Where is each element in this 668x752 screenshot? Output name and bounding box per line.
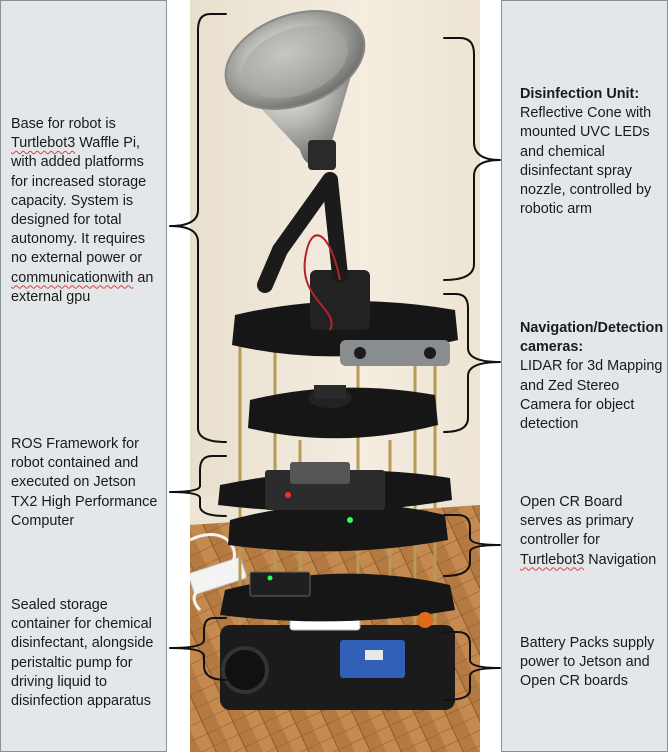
zed-stereo-camera [340, 340, 450, 366]
arm-wires [303, 234, 341, 331]
opencr-annotation: Open CR Board serves as primary controll… [520, 493, 666, 570]
robot-illustration [190, 0, 480, 752]
storage-annotation: Sealed storage container for chemical di… [11, 597, 154, 710]
base-highlight-2: communicationwith [11, 269, 134, 286]
opencr-board [249, 571, 311, 597]
white-cable [190, 533, 236, 612]
disinfection-text: Reflective Cone with mounted UVC LEDs an… [520, 105, 652, 218]
robot-photo [190, 0, 480, 752]
opencr-highlight: Turtlebot3 [520, 551, 585, 568]
battery-annotation: Battery Packs supply power to Jetson and… [520, 635, 655, 690]
base-text-start: Base for robot is [11, 116, 116, 132]
navigation-annotation: Navigation/Detection cameras: LIDAR for 3… [520, 319, 666, 434]
ros-annotation: ROS Framework for robot contained and ex… [11, 436, 158, 529]
navigation-title: Navigation/Detection cameras: [520, 320, 664, 356]
jetson-heatsink [290, 462, 350, 484]
right-annotation-panel: Disinfection Unit: Reflective Cone with m… [501, 0, 668, 752]
opencr-text-start: Open CR Board serves as primary controll… [520, 494, 634, 549]
reflective-cone [224, 10, 366, 170]
navigation-text: LIDAR for 3d Mapping and Zed Stereo Came… [520, 358, 663, 433]
wheel [221, 646, 269, 694]
robotic-arm [257, 172, 348, 293]
base-text-middle: Waffle Pi, with added platforms for incr… [11, 135, 147, 267]
opencr-text-end: Navigation [584, 551, 657, 568]
base-text-end: an external gpu [11, 269, 154, 305]
base-highlight: Turtlebot3 [11, 135, 76, 152]
arm-base [310, 270, 370, 330]
disinfection-annotation: Disinfection Unit: Reflective Cone with m… [520, 85, 666, 219]
base-annotation: Base for robot is Turtlebot3 Waffle Pi, … [11, 115, 163, 307]
pump-fitting [417, 612, 433, 628]
disinfection-title: Disinfection Unit: [520, 86, 640, 102]
left-annotation-panel: Base for robot is Turtlebot3 Waffle Pi, … [0, 0, 167, 752]
